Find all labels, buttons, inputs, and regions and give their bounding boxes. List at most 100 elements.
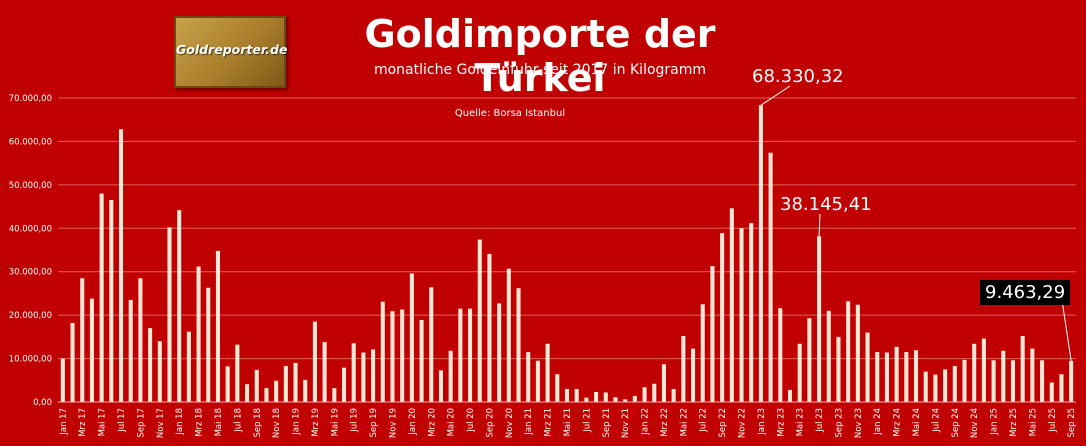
x-tick-label: Jan 17 (59, 408, 69, 436)
x-tick-label: Mrz 17 (78, 408, 88, 437)
x-tick-label: Jan 25 (990, 408, 1000, 436)
bar (371, 349, 376, 402)
bar (962, 359, 967, 402)
x-tick-label: Jul 24 (931, 408, 941, 433)
bar (836, 336, 841, 402)
y-tick-label: 40.000,00 (9, 224, 52, 234)
bar (768, 152, 773, 402)
bar (1049, 382, 1054, 402)
bar (671, 388, 676, 402)
x-tick-label: Mrz 24 (893, 408, 903, 437)
x-tick-label: Sep 18 (253, 408, 263, 438)
x-tick-label: Sep 17 (136, 408, 146, 438)
bar (797, 343, 802, 402)
bar (691, 348, 696, 402)
x-tick-label: Mai 20 (447, 408, 457, 436)
x-tick-label: Mai 21 (563, 408, 573, 436)
bar (167, 227, 172, 402)
bar (923, 371, 928, 402)
bar (603, 392, 608, 402)
annotation-leader-line (760, 85, 791, 106)
bar (710, 266, 715, 402)
x-tick-label: Mrz 18 (195, 408, 205, 437)
bar (89, 298, 94, 402)
bar (943, 369, 948, 402)
bar (739, 228, 744, 402)
annotation-leader-line (818, 213, 821, 237)
x-tick-label: Jan 18 (175, 408, 185, 436)
bar (448, 350, 453, 402)
x-tick-label: Jan 19 (292, 408, 302, 436)
bar (642, 387, 647, 402)
bar (884, 352, 889, 402)
bar (807, 318, 812, 402)
chart-subtitle: monatliche Goldeinfuhr seit 2017 in Kilo… (373, 62, 707, 78)
bar (535, 360, 540, 402)
bar (177, 210, 182, 402)
x-tick-label: Jul 21 (582, 408, 592, 433)
bar (361, 352, 366, 402)
bar (661, 364, 666, 402)
bar (952, 365, 957, 402)
bar (594, 392, 599, 402)
x-tick-label: Nov 19 (388, 408, 398, 438)
bar (933, 374, 938, 402)
bar (913, 350, 919, 402)
bar (341, 367, 347, 402)
x-tick-label: Mai 17 (98, 408, 108, 436)
bar (109, 200, 114, 402)
x-tick-label: Jan 23 (757, 408, 767, 436)
bar (70, 322, 75, 402)
bar (497, 303, 502, 402)
bar (293, 362, 298, 402)
annotation-max-value: 68.330,32 (752, 66, 844, 87)
x-tick-label: Sep 19 (369, 408, 379, 438)
annotation-jul23-value: 38.145,41 (780, 194, 872, 215)
annotation-leader-line (1061, 299, 1072, 361)
bar (564, 388, 570, 402)
bar (60, 358, 65, 402)
bar (720, 233, 725, 402)
bar (545, 343, 550, 402)
bar (245, 384, 250, 402)
bar (157, 341, 162, 402)
x-tick-label: Mai 19 (330, 408, 340, 436)
bar (322, 342, 327, 402)
x-tick-label: Nov 21 (621, 408, 631, 438)
x-tick-label: Sep 24 (951, 408, 961, 438)
x-tick-label: Jul 18 (233, 408, 243, 433)
bar (826, 310, 831, 402)
bar (981, 338, 986, 402)
bar (991, 360, 996, 402)
x-tick-label: Nov 17 (156, 408, 166, 438)
x-tick-label: Sep 20 (485, 408, 495, 438)
x-tick-label: Mrz 21 (544, 408, 554, 437)
bar (865, 332, 870, 402)
x-tick-label: Nov 18 (272, 408, 282, 438)
bar (758, 105, 763, 402)
bar (555, 374, 560, 402)
bar (380, 301, 385, 402)
y-tick-label: 70.000,00 (9, 94, 52, 104)
bar (623, 399, 628, 402)
bar (235, 344, 240, 402)
x-tick-label: Nov 23 (854, 408, 864, 438)
x-tick-label: Mrz 23 (776, 408, 786, 437)
x-tick-label: Jul 25 (1048, 408, 1058, 433)
bar (409, 273, 414, 402)
bar (778, 308, 783, 402)
y-tick-label: 30.000,00 (9, 268, 52, 278)
bar (274, 380, 279, 402)
x-tick-label: Sep 23 (834, 408, 844, 438)
x-tick-label: Sep 25 (1067, 408, 1077, 438)
x-tick-label: Jul 17 (117, 408, 127, 433)
bar (429, 287, 434, 402)
bar (1020, 335, 1025, 402)
goldreporter-logo: Goldreporter.de (174, 16, 287, 88)
bar (138, 278, 143, 402)
bar (254, 369, 259, 402)
bar (749, 223, 754, 402)
bar (487, 253, 492, 402)
bar (477, 239, 482, 402)
